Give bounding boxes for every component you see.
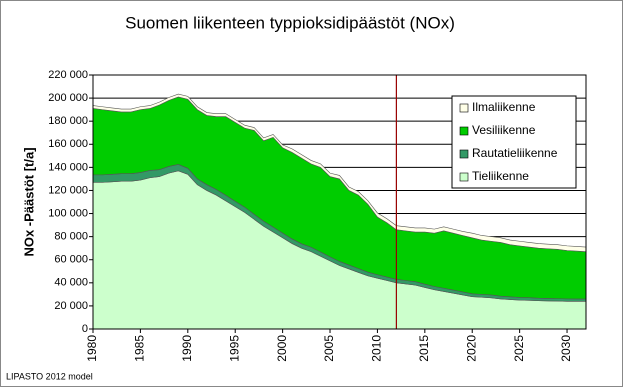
legend-swatch	[459, 103, 469, 113]
x-tick-label: 1985	[133, 335, 147, 362]
y-tick-label: 0	[82, 323, 88, 335]
x-tick-label: 1995	[227, 335, 241, 362]
x-tick-label: 2005	[322, 335, 336, 362]
x-tick-label: 2025	[512, 335, 526, 362]
chart-title: Suomen liikenteen typpioksidipäästöt (NO…	[125, 13, 455, 32]
legend-swatch	[459, 126, 469, 136]
plot-border	[92, 74, 587, 330]
y-tick-label: 180 000	[48, 115, 88, 127]
x-tick-label: 1990	[180, 335, 194, 362]
y-axis-title: NOx -Päästöt [t/a]	[21, 147, 36, 256]
x-tick-label: 2010	[370, 335, 384, 362]
y-tick-label: 220 000	[48, 69, 88, 81]
y-tick-label: 20 000	[54, 300, 88, 312]
y-tick-label: 80 000	[54, 231, 88, 243]
legend-label: Tieliikenne	[472, 169, 529, 183]
x-tick-label: 2020	[464, 335, 478, 362]
legend-label: Vesiliikenne	[472, 123, 536, 137]
legend-box	[451, 95, 577, 189]
y-tick-label: 60 000	[54, 254, 88, 266]
x-tick-label: 1980	[85, 335, 99, 362]
x-tick-label: 2000	[275, 335, 289, 362]
legend-swatch	[459, 149, 469, 159]
x-tick-label: 2030	[559, 335, 573, 362]
footnote: LIPASTO 2012 model	[6, 371, 93, 381]
y-tick-label: 100 000	[48, 207, 88, 219]
legend-swatch	[459, 172, 469, 182]
x-tick-label: 2015	[417, 335, 431, 362]
y-tick-label: 160 000	[48, 138, 88, 150]
y-tick-label: 140 000	[48, 161, 88, 173]
legend-label: Ilmaliikenne	[472, 100, 536, 114]
y-tick-label: 200 000	[48, 92, 88, 104]
legend-label: Rautatieliikenne	[472, 146, 558, 160]
y-tick-label: 120 000	[48, 184, 88, 196]
y-tick-label: 40 000	[54, 277, 88, 289]
